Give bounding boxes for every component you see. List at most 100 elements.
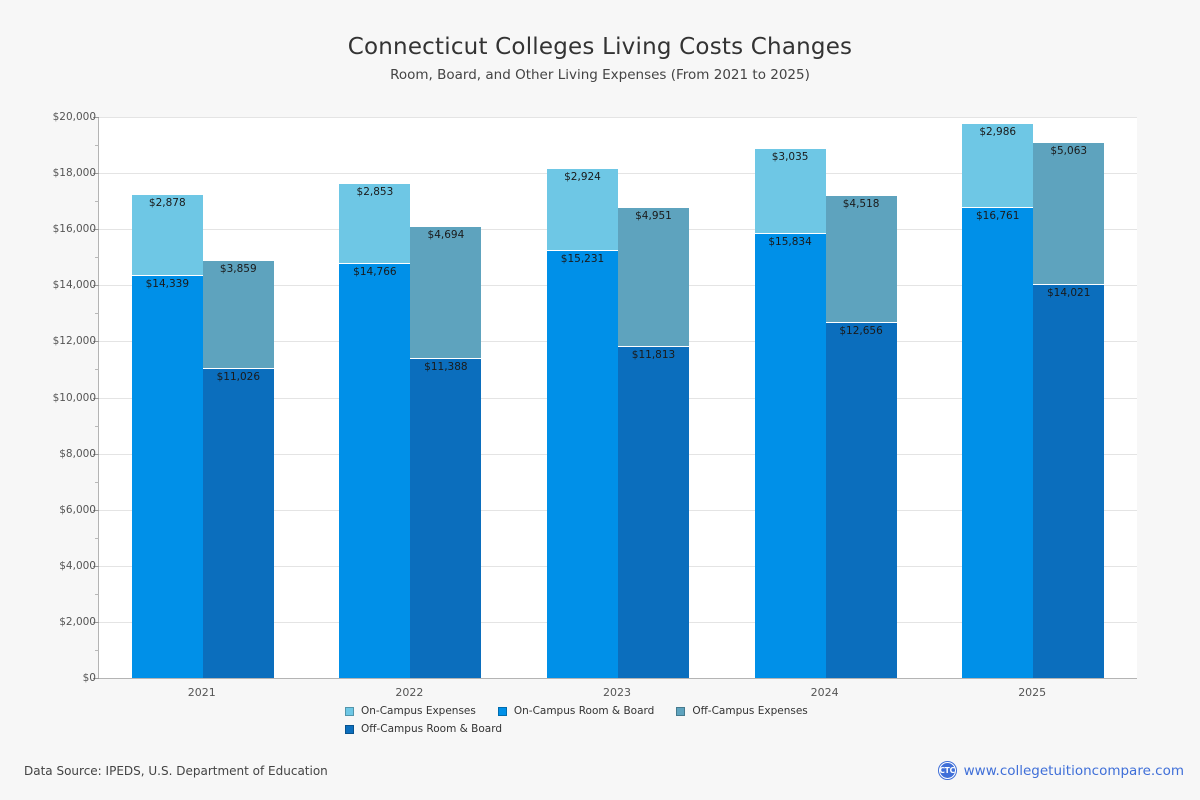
y-axis-tick-label: $12,000 [52,335,96,348]
y-axis-tick-label: $6,000 [59,503,96,516]
bar-segment-expenses[interactable]: $2,924 [547,168,618,251]
legend-row-1: On-Campus Expenses On-Campus Room & Board… [345,702,865,720]
x-axis-tick-label: 2021 [187,686,216,699]
legend-swatch-icon [676,706,686,716]
y-tick-minor [95,201,99,203]
y-tick-minor [95,593,99,595]
legend-label: On-Campus Expenses [361,705,476,717]
bar-on-campus-2022[interactable]: $14,766 $2,853 [339,183,411,678]
bar-value-label: $2,853 [356,185,394,198]
legend-row-2: Off-Campus Room & Board [345,720,865,738]
bar-off-campus-2021[interactable]: $11,026 $3,859 [202,260,274,678]
y-axis-tick-label: $4,000 [59,559,96,572]
bar-segment-expenses[interactable]: $2,853 [339,183,411,264]
y-axis-tick-label: $16,000 [52,223,96,236]
bar-on-campus-2023[interactable]: $15,231 $2,924 [547,168,618,678]
y-axis-tick-label: $14,000 [52,279,96,292]
legend-item[interactable]: Off-Campus Room & Board [345,723,502,735]
bar-value-label: $3,859 [219,262,257,275]
y-tick-major [93,397,99,399]
bar-off-campus-2024[interactable]: $12,656 $4,518 [825,196,897,678]
y-tick-major [93,509,99,511]
y-tick-major [93,621,99,623]
y-axis-tick-label: $18,000 [52,167,96,180]
bar-segment-room-board[interactable]: $11,026 [202,368,274,678]
bar-segment-room-board[interactable]: $11,813 [618,346,689,678]
legend-swatch-icon [345,706,354,716]
bar-segment-room-board[interactable]: $15,834 [754,233,826,678]
bar-value-label: $11,813 [631,348,676,361]
bar-value-label: $11,388 [424,360,468,373]
y-tick-minor [95,649,99,651]
bar-segment-room-board[interactable]: $14,339 [131,275,203,678]
gridline [99,173,1137,175]
bar-value-label: $2,986 [979,126,1017,139]
legend-label: On-Campus Room & Board [513,705,655,717]
y-tick-major [93,678,99,679]
bar-segment-expenses[interactable]: $2,986 [962,124,1034,208]
bar-value-label: $4,951 [635,209,672,222]
y-tick-minor [95,481,99,483]
y-axis-tick-label: $2,000 [59,615,96,628]
bar-off-campus-2022[interactable]: $11,388 $4,694 [410,226,482,678]
legend-label: Off-Campus Room & Board [361,723,503,735]
bar-off-campus-2025[interactable]: $14,021 $5,063 [1033,142,1105,678]
bar-value-label: $16,761 [975,209,1020,222]
bar-segment-room-board[interactable]: $11,388 [410,358,482,678]
x-axis-tick-label: 2022 [395,686,424,699]
bar-value-label: $12,656 [839,325,883,337]
bar-segment-room-board[interactable]: $12,656 [825,323,897,678]
bar-segment-expenses[interactable]: $3,035 [754,148,826,234]
legend-swatch-icon [345,724,354,734]
x-axis-tick-label: 2025 [1018,686,1047,699]
bar-on-campus-2021[interactable]: $14,339 $2,878 [131,195,203,678]
y-axis-tick-label: $0 [82,672,96,684]
ctc-logo-text: CTC [938,762,956,779]
bar-segment-room-board[interactable]: $15,231 [547,250,618,678]
bar-segment-room-board[interactable]: $14,766 [339,263,411,678]
y-tick-major [93,565,99,567]
chart-plot-area: $14,339 $2,878 $11,026 $3,859 $14,766 $2,853 $… [93,117,1137,679]
bar-segment-expenses[interactable]: $4,951 [618,207,689,347]
bar-value-label: $11,026 [216,370,260,383]
bar-value-label: $4,694 [427,228,465,241]
bar-segment-room-board[interactable]: $16,761 [962,207,1034,678]
data-source-text: Data Source: IPEDS, U.S. Department of E… [24,764,328,778]
bar-segment-expenses[interactable]: $4,694 [410,226,482,359]
y-tick-minor [95,145,99,147]
bar-segment-expenses[interactable]: $4,518 [825,196,897,323]
y-axis-tick-label: $8,000 [59,447,96,460]
bar-value-label: $5,063 [1050,144,1088,157]
x-axis-tick-label: 2024 [810,686,839,699]
bar-segment-expenses[interactable]: $2,878 [131,195,203,276]
legend-item[interactable]: On-Campus Room & Board [497,705,655,717]
bar-segment-expenses[interactable]: $3,859 [202,260,274,369]
bar-value-label: $15,231 [560,252,605,265]
legend-item[interactable]: On-Campus Expenses [345,705,476,717]
bar-segment-room-board[interactable]: $14,021 [1033,284,1105,678]
bar-off-campus-2023[interactable]: $11,813 $4,951 [618,207,689,678]
bar-value-label: $14,339 [145,277,189,290]
bar-on-campus-2024[interactable]: $15,834 $3,035 [754,148,826,678]
y-tick-major [93,453,99,455]
bar-value-label: $3,035 [771,150,809,163]
bar-on-campus-2025[interactable]: $16,761 $2,986 [962,124,1034,678]
y-axis-tick-label: $10,000 [52,391,96,404]
y-tick-minor [95,313,99,315]
y-tick-major [93,117,99,118]
brand-footer[interactable]: CTC www.collegetuitioncompare.com [937,761,1184,780]
y-tick-major [93,285,99,287]
legend-item[interactable]: Off-Campus Expenses [676,705,808,717]
page-subtitle: Room, Board, and Other Living Expenses (… [390,67,810,83]
bar-value-label: $15,834 [768,235,812,248]
y-axis-tick-label: $20,000 [52,111,96,123]
gridline [99,117,1137,118]
y-tick-minor [95,369,99,371]
chart-legend: On-Campus Expenses On-Campus Room & Board… [345,702,865,738]
y-tick-major [93,341,99,343]
legend-swatch-icon [497,706,507,716]
bar-segment-expenses[interactable]: $5,063 [1033,142,1105,285]
page-title: Connecticut Colleges Living Costs Change… [347,34,853,60]
x-axis-tick-label: 2023 [603,686,631,699]
ctc-logo-icon: CTC [937,761,957,780]
